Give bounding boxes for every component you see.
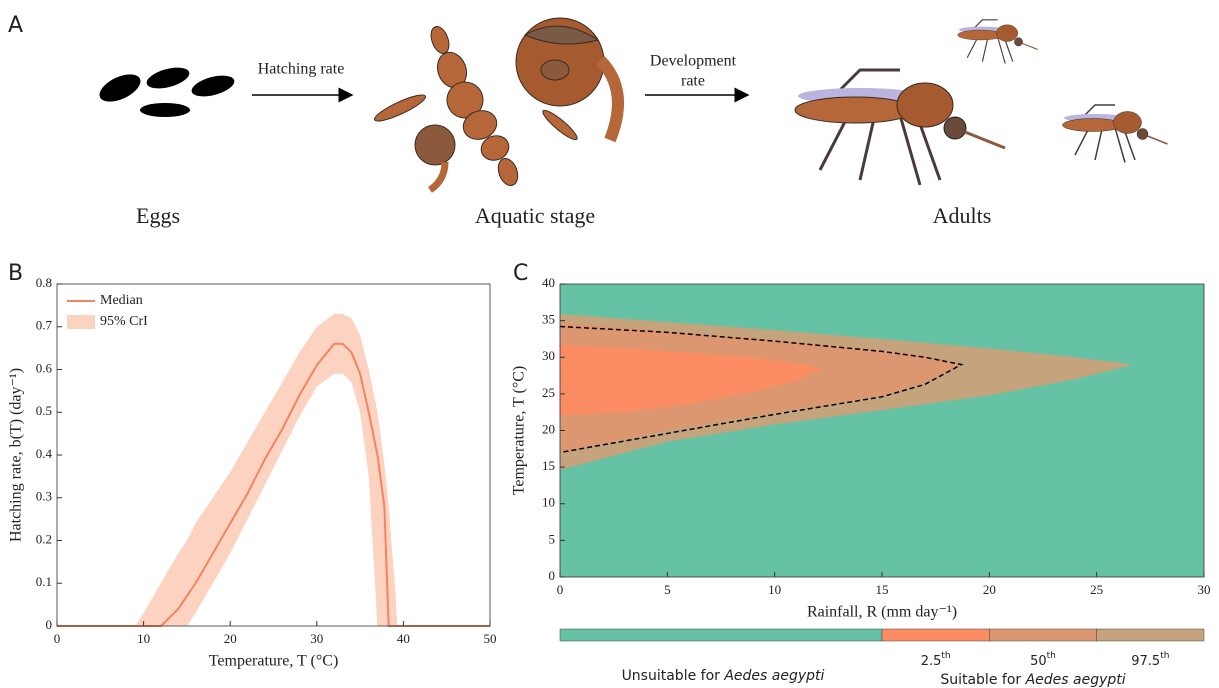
y-tick-label: 15	[542, 458, 555, 473]
colorbar-caption: Suitable for Aedes aegypti	[940, 672, 1125, 688]
y-tick-label: 40	[542, 275, 555, 290]
arrow-label: rate	[681, 73, 705, 90]
eggs-illustration	[95, 64, 236, 117]
y-tick-label: 0.2	[36, 531, 52, 546]
y-tick-label: 0.4	[36, 446, 53, 461]
x-axis-label: Temperature, T (°C)	[209, 653, 339, 670]
colorbar-label-number: 97.5	[1131, 654, 1160, 669]
x-tick-label: 10	[768, 582, 781, 597]
legend-label: Median	[100, 293, 143, 308]
colorbar-label-number: 2.5	[921, 654, 942, 669]
caption-species: Aedes aegypti	[723, 668, 824, 684]
y-tick-label: 10	[542, 495, 555, 510]
colorbar-caption: Unsuitable for Aedes aegypti	[622, 668, 825, 684]
aquatic-illustration	[372, 18, 618, 190]
colorbar-label: 50th	[1030, 651, 1056, 669]
stage-label: Adults	[933, 203, 992, 228]
y-tick-label: 25	[542, 385, 555, 400]
y-tick-label: 0.1	[36, 574, 52, 589]
figure: A Hatching rate Development rate Eggs Aq…	[0, 0, 1219, 688]
x-tick-label: 40	[397, 631, 410, 646]
caption-text: Unsuitable for	[622, 668, 725, 684]
x-tick-label: 10	[137, 631, 150, 646]
mosquito-illustration	[1063, 105, 1168, 163]
y-tick-label: 0	[46, 617, 53, 632]
legend-swatch	[67, 315, 95, 329]
x-tick-label: 30	[1198, 582, 1211, 597]
y-tick-label: 35	[542, 312, 555, 327]
x-axis-label: Rainfall, R (mm day⁻¹)	[807, 604, 957, 621]
arrow-label: Hatching rate	[258, 61, 345, 78]
colorbar-segment	[1097, 629, 1204, 641]
x-tick-label: 25	[1090, 582, 1103, 597]
y-tick-label: 0.8	[36, 275, 52, 290]
colorbar-label-sup: th	[1160, 651, 1169, 661]
mosquito-illustration	[795, 70, 1005, 185]
panel-label: C	[513, 261, 528, 286]
x-tick-label: 50	[484, 631, 497, 646]
colorbar-segment	[882, 629, 989, 641]
x-tick-label: 0	[557, 582, 564, 597]
x-tick-label: 20	[224, 631, 237, 646]
colorbar-label-number: 50	[1030, 654, 1047, 669]
colorbar-label-sup: th	[941, 651, 950, 661]
y-axis-label: Hatching rate, b(T) (day⁻¹)	[8, 368, 25, 542]
x-tick-label: 20	[983, 582, 996, 597]
x-tick-label: 15	[876, 582, 889, 597]
y-tick-label: 0.7	[36, 318, 53, 333]
colorbar-segment	[989, 629, 1096, 641]
arrow-label: Development	[650, 53, 737, 70]
legend-label: 95% CrI	[100, 314, 148, 329]
y-tick-label: 20	[542, 421, 555, 436]
stage-label: Aquatic stage	[475, 203, 595, 228]
panel-label: A	[8, 13, 23, 38]
colorbar-label-sup: th	[1047, 651, 1056, 661]
median-line	[57, 344, 490, 626]
caption-species: Aedes aegypti	[1025, 672, 1126, 688]
y-axis-label: Temperature, T (°C)	[511, 366, 528, 496]
stage-label: Eggs	[136, 203, 180, 228]
x-tick-label: 30	[310, 631, 323, 646]
caption-text: Suitable for	[940, 672, 1025, 688]
colorbar-label: 2.5th	[921, 651, 951, 669]
y-tick-label: 5	[549, 531, 556, 546]
x-tick-label: 5	[664, 582, 671, 597]
x-tick-label: 0	[54, 631, 61, 646]
y-tick-label: 0	[549, 568, 556, 583]
panel-label: B	[8, 261, 23, 286]
y-tick-label: 0.3	[36, 489, 52, 504]
y-tick-label: 0.5	[36, 403, 52, 418]
mosquito-illustration	[958, 20, 1038, 64]
credible-band	[57, 314, 490, 626]
y-tick-label: 0.6	[36, 360, 53, 375]
colorbar-label: 97.5th	[1131, 651, 1169, 669]
y-tick-label: 30	[542, 348, 555, 363]
colorbar-segment	[560, 629, 882, 641]
